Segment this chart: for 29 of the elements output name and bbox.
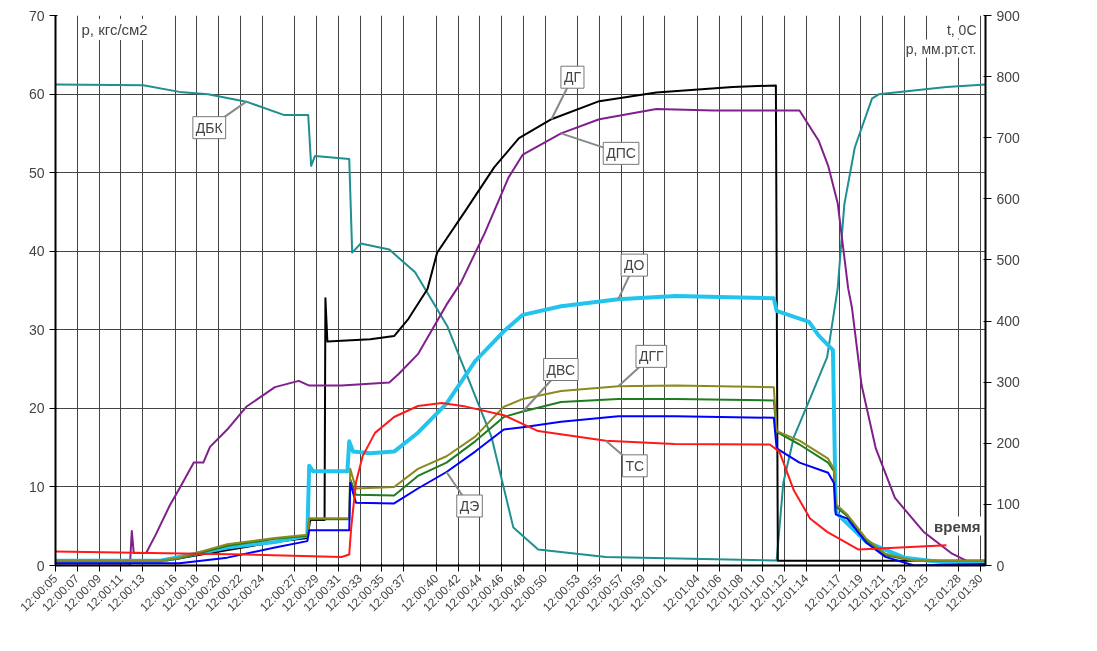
y-tick-label: 70 (28, 7, 45, 24)
y2-tick-label: 0 (996, 557, 1005, 574)
y-tick-label: 0 (36, 557, 45, 574)
y-tick-label: 20 (28, 400, 45, 417)
series-label: ДО (624, 257, 645, 274)
y2-tick-label: 900 (996, 7, 1021, 24)
series-label: ТС (625, 457, 645, 474)
series-label: ДВС (546, 361, 576, 378)
y-axis-title: p, кгс/см2 (81, 21, 148, 38)
y-tick-label: 30 (28, 321, 45, 338)
series-label: ДБК (195, 119, 224, 136)
y2-tick-label: 100 (996, 496, 1021, 513)
series-label: ДПС (606, 145, 636, 162)
y2-tick-label: 800 (996, 68, 1021, 85)
y-tick-label: 10 (28, 478, 45, 495)
text: ДЭ (459, 498, 480, 514)
y2-tick-label: 600 (996, 190, 1021, 207)
y2-tick-label: 700 (996, 129, 1021, 146)
series-label: ДГГ (638, 348, 665, 365)
y2-tick-label: 400 (996, 313, 1021, 330)
x-axis-title: время (934, 517, 981, 535)
y2-tick-label: 200 (996, 435, 1021, 452)
y2-tick-label: 500 (996, 251, 1021, 268)
y-tick-label: 60 (28, 86, 45, 103)
y-tick-label: 50 (28, 164, 45, 181)
series-label: ДГ (563, 69, 582, 86)
y-tick-label: 40 (28, 243, 45, 260)
y2-axis-title: t, 0C p, мм.рт.ст. (905, 21, 977, 57)
y2-tick-label: 300 (996, 374, 1021, 391)
